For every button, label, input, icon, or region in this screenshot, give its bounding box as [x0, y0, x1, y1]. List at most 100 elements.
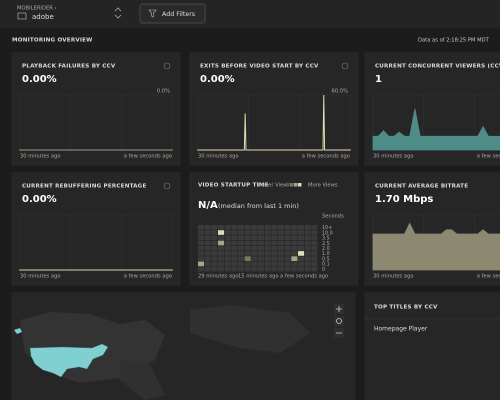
heat-cell-bg — [198, 225, 205, 230]
folder-icon — [17, 12, 27, 20]
heat-cell-bg — [211, 251, 218, 256]
heat-cell-bg — [218, 225, 225, 230]
heat-cell-bg — [218, 256, 225, 261]
x-label: a few seconds ago — [302, 154, 350, 160]
heat-cell-bg — [271, 245, 278, 251]
heat-cell-bg — [311, 240, 318, 246]
heat-cell — [198, 261, 205, 267]
panel — [11, 52, 181, 166]
legend-label: Fewer Views — [258, 183, 290, 189]
top-bar — [0, 0, 500, 28]
filter-icon — [148, 9, 157, 18]
y-label: 0.1 — [322, 262, 330, 268]
heat-cell-bg — [204, 235, 211, 241]
heat-cell-bg — [278, 251, 285, 256]
heat-cell-bg — [231, 251, 238, 256]
heat-cell-bg — [304, 245, 311, 251]
heat-cell-bg — [304, 230, 311, 235]
heat-cell-bg — [204, 245, 211, 251]
heat-cell-bg — [271, 230, 278, 235]
heat-cell-bg — [264, 261, 271, 267]
axis-label: 0.0% — [157, 89, 170, 95]
heat-cell-bg — [271, 240, 278, 246]
heat-cell — [244, 256, 251, 261]
heat-cell-bg — [211, 240, 218, 246]
heat-cell-bg — [224, 251, 231, 256]
heat-cell-bg — [231, 225, 238, 230]
heat-cell-bg — [218, 235, 225, 241]
panel-value: 0.00% — [200, 74, 235, 85]
heat-cell-bg — [204, 256, 211, 261]
map-control[interactable] — [334, 316, 344, 326]
heat-cell-bg — [198, 230, 205, 235]
heat-cell-bg — [271, 266, 278, 272]
x-label: 30 minutes ago — [20, 274, 61, 280]
heat-cell-bg — [211, 256, 218, 261]
heat-cell-bg — [238, 245, 245, 251]
heat-cell-bg — [278, 266, 285, 272]
heat-cell-bg — [204, 261, 211, 267]
heat-cell-bg — [311, 251, 318, 256]
legend-swatch — [298, 183, 302, 187]
title-row: Homepage Player — [374, 326, 428, 333]
heat-cell-bg — [298, 225, 305, 230]
x-label: 30 minutes ago — [198, 154, 239, 160]
heat-cell-bg — [278, 256, 285, 261]
heat-cell-bg — [271, 256, 278, 261]
heat-cell-bg — [284, 240, 291, 246]
x-label: a few seconds ago — [124, 154, 172, 160]
x-label: 15 minutes ago — [238, 274, 279, 280]
heat-cell-bg — [291, 245, 298, 251]
legend-swatch — [290, 183, 294, 187]
startup-note: (median from last 1 min) — [218, 202, 299, 210]
y-label: 0.5 — [322, 256, 330, 262]
heat-cell-bg — [298, 240, 305, 246]
heat-cell-bg — [284, 251, 291, 256]
heat-cell — [218, 240, 225, 246]
heat-cell-bg — [238, 266, 245, 272]
heat-cell-bg — [238, 240, 245, 246]
heat-cell-bg — [198, 240, 205, 246]
heat-cell-bg — [291, 225, 298, 230]
panel — [11, 172, 181, 286]
panel-title: CURRENT CONCURRENT VIEWERS (CCV) — [375, 64, 500, 70]
panel — [364, 292, 500, 400]
heat-cell-bg — [224, 245, 231, 251]
heat-cell-bg — [204, 266, 211, 272]
heat-cell-bg — [264, 256, 271, 261]
heat-cell-bg — [264, 230, 271, 235]
selector[interactable] — [114, 7, 122, 19]
heat-cell-bg — [291, 240, 298, 246]
heat-cell-bg — [278, 240, 285, 246]
heat-cell-bg — [298, 245, 305, 251]
x-label: a few seconds ago — [124, 274, 172, 280]
filter-button[interactable] — [139, 3, 206, 24]
panel-title: PLAYBACK FAILURES BY CCV — [22, 64, 116, 70]
heat-cell-bg — [231, 235, 238, 241]
heat-cell-bg — [298, 256, 305, 261]
x-label: 30 minutes ago — [20, 154, 61, 160]
y-label: 0 — [322, 267, 325, 273]
heat-cell-bg — [224, 235, 231, 241]
heat-cell-bg — [258, 245, 265, 251]
heat-cell-bg — [238, 225, 245, 230]
timestamp: Data as of 2:18:25 PM MDT — [418, 38, 490, 44]
heat-cell-bg — [231, 266, 238, 272]
panel-value: 1 — [375, 74, 382, 85]
x-label: 29 minutes ago — [198, 274, 239, 280]
org: MOBILERIDER › — [17, 6, 57, 12]
heat-cell-bg — [198, 235, 205, 241]
heat-cell-bg — [264, 240, 271, 246]
heat-cell-bg — [231, 230, 238, 235]
panel-title: TOP TITLES BY CCV — [374, 305, 438, 311]
heat-cell-bg — [278, 245, 285, 251]
account[interactable]: adobe — [32, 13, 54, 21]
heat-cell-bg — [258, 251, 265, 256]
heat-cell-bg — [271, 235, 278, 241]
panel-value: 1.70 Mbps — [375, 194, 433, 205]
heat-cell-bg — [224, 266, 231, 272]
heat-cell-bg — [238, 230, 245, 235]
heat-cell-bg — [304, 240, 311, 246]
heat-cell-bg — [258, 240, 265, 246]
